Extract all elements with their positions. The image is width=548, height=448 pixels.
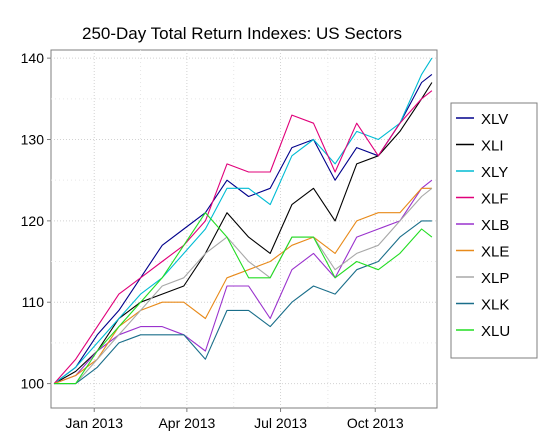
legend-label-xlk: XLK [481,297,509,314]
legend-label-xlv: XLV [481,111,508,128]
series-line-xlf [53,90,433,384]
y-tick-label: 100 [21,376,45,392]
y-tick-label: 130 [21,132,45,148]
series-lines [53,57,433,385]
series-line-xlk [54,220,432,385]
series-line-xlp [54,187,433,385]
legend-box [450,102,538,359]
x-tick-label: Jan 2013 [65,415,123,431]
legend-label-xlf: XLF [481,191,509,208]
legend-label-xli: XLI [481,138,504,155]
legend-label-xly: XLY [481,164,508,181]
grid-lines [51,50,437,408]
chart-title: 250-Day Total Return Indexes: US Sectors [82,24,402,43]
legend-label-xle: XLE [481,244,509,261]
y-tick-label: 120 [21,213,45,229]
x-tick-label: Apr 2013 [158,415,215,431]
legend-label-xlu: XLU [481,323,510,340]
plot-panel [50,49,438,409]
series-line-xlu [54,212,433,385]
x-tick-label: Jul 2013 [254,415,307,431]
series-line-xly [53,57,433,385]
y-tick-label: 140 [21,50,45,66]
legend-label-xlb: XLB [481,217,509,234]
legend: XLV XLI XLY XLF XLB XLE XLP XLK XLU [450,102,538,359]
x-axis: Jan 2013 Apr 2013 Jul 2013 Oct 2013 [65,408,404,431]
legend-label-xlp: XLP [481,270,509,287]
x-tick-label: Oct 2013 [347,415,404,431]
y-tick-label: 110 [22,294,45,310]
y-axis: 100 110 120 130 140 [21,50,51,392]
